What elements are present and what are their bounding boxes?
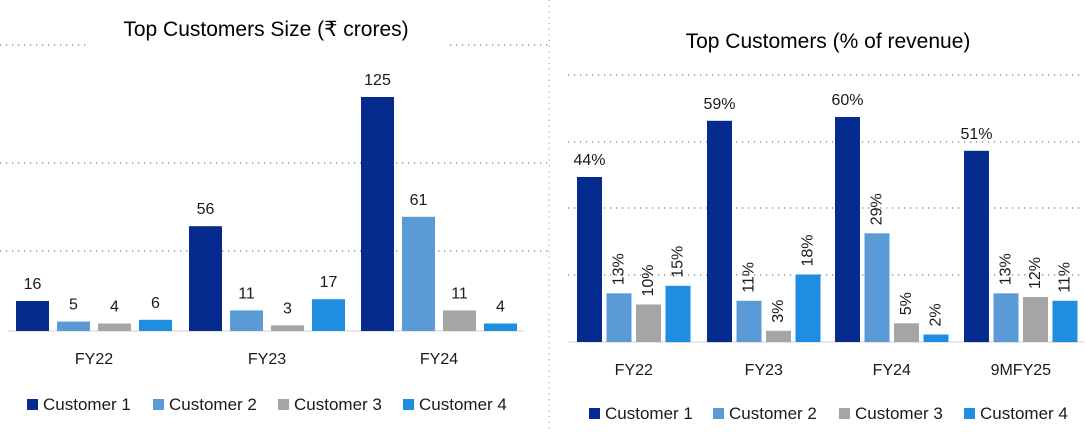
legend-swatch-customer-4: [403, 399, 414, 410]
bar-9mfy25-customer-4: [1052, 300, 1078, 343]
bar-fy23-customer-4: [795, 274, 821, 342]
data-label-9mfy25-customer-3: 12%: [1027, 257, 1044, 289]
category-label-9mfy25: 9MFY25: [991, 362, 1052, 379]
data-label-fy24-customer-3: 11: [451, 285, 468, 302]
left-legend: Customer 1 Customer 2 Customer 3 Customer 4: [27, 395, 507, 414]
legend-label-customer-1: Customer 1: [605, 404, 693, 423]
right-category-labels: FY22 FY23 FY24 9MFY25: [615, 362, 1051, 379]
legend-swatch-customer-4: [964, 408, 975, 419]
data-label-fy23-customer-1: 59%: [703, 96, 735, 113]
legend-swatch-customer-3: [839, 408, 850, 419]
data-label-fy22-customer-1: 44%: [573, 152, 605, 169]
category-label-fy22: FY22: [75, 351, 113, 368]
legend-swatch-customer-1: [589, 408, 600, 419]
category-label-fy24: FY24: [873, 362, 911, 379]
right-dotted-guides: [568, 74, 1084, 276]
data-label-fy24-customer-2: 61: [410, 192, 428, 209]
bar-fy24-customer-3: [894, 323, 919, 343]
legend-swatch-customer-2: [713, 408, 724, 419]
bar-fy24-customer-1: [361, 97, 394, 331]
legend-label-customer-2: Customer 2: [729, 404, 817, 423]
data-label-fy22-customer-2: 13%: [611, 253, 628, 285]
bar-fy24-customer-2: [864, 233, 890, 343]
left-category-labels: FY22 FY23 FY24: [75, 351, 458, 368]
data-label-fy24-customer-4: 2%: [928, 303, 945, 326]
bar-fy22-customer-3: [636, 304, 661, 342]
data-label-9mfy25-customer-2: 13%: [998, 253, 1015, 285]
category-label-fy23: FY23: [745, 362, 783, 379]
right-legend: Customer 1 Customer 2 Customer 3 Customer 4: [589, 404, 1068, 423]
left-chart-title: Top Customers Size (₹ crores): [123, 18, 408, 41]
data-label-fy23-customer-4: 18%: [800, 234, 817, 266]
data-label-fy24-customer-1: 125: [364, 72, 391, 89]
data-label-9mfy25-customer-1: 51%: [960, 126, 992, 143]
bar-fy22-customer-4: [665, 285, 691, 343]
category-label-fy23: FY23: [248, 351, 286, 368]
data-label-fy24-customer-3: 5%: [898, 292, 915, 315]
bar-fy23-customer-3: [766, 330, 791, 343]
legend-label-customer-4: Customer 4: [980, 404, 1068, 423]
legend-swatch-customer-1: [27, 399, 38, 410]
bar-fy23-customer-3: [271, 325, 304, 331]
right-bars: [577, 117, 1078, 343]
data-label-fy23-customer-4: 17: [320, 274, 338, 291]
legend-label-customer-3: Customer 3: [294, 395, 382, 414]
bar-fy23-customer-2: [736, 300, 762, 343]
bar-fy22-customer-1: [577, 177, 602, 342]
bar-fy22-customer-2: [606, 293, 632, 343]
bar-fy22-customer-1: [16, 301, 49, 331]
data-label-fy22-customer-4: 6: [151, 295, 160, 312]
data-label-fy24-customer-4: 4: [496, 299, 505, 316]
bar-9mfy25-customer-2: [993, 293, 1019, 343]
bar-9mfy25-customer-3: [1023, 297, 1048, 342]
bar-fy23-customer-1: [707, 120, 732, 343]
data-label-fy22-customer-4: 15%: [670, 246, 687, 278]
data-label-fy22-customer-2: 5: [69, 297, 78, 314]
data-label-fy23-customer-2: 11: [238, 285, 255, 302]
bar-fy24-customer-2: [402, 216, 435, 331]
data-label-fy22-customer-3: 10%: [640, 264, 657, 296]
bar-fy24-customer-3: [443, 310, 476, 331]
data-label-fy23-customer-1: 56: [197, 201, 215, 218]
bar-fy24-customer-4: [484, 323, 517, 331]
bar-9mfy25-customer-1: [964, 150, 989, 343]
bar-fy22-customer-4: [139, 319, 172, 331]
left-data-labels: 16 5 4 6 56 11 3 17 125 61 11 4: [24, 72, 505, 317]
legend-swatch-customer-3: [278, 399, 289, 410]
legend-label-customer-3: Customer 3: [855, 404, 943, 423]
bar-fy24-customer-1: [835, 117, 860, 342]
data-label-fy23-customer-3: 3%: [770, 300, 787, 323]
bar-fy22-customer-3: [98, 323, 131, 331]
right-data-labels: 44% 13% 10% 15% 59% 11% 3% 18% 60% 29% 5% 2% 51% 13% 1…: [573, 92, 1073, 327]
bar-fy23-customer-4: [312, 299, 345, 331]
bar-fy23-customer-1: [189, 226, 222, 331]
category-label-fy22: FY22: [615, 362, 653, 379]
legend-label-customer-4: Customer 4: [419, 395, 507, 414]
chart-top-customers-revenue-share: Top Customers (% of revenue) 44% 13% 10% 15…: [568, 30, 1084, 423]
legend-label-customer-2: Customer 2: [169, 395, 257, 414]
data-label-fy24-customer-2: 29%: [869, 193, 886, 225]
right-chart-title: Top Customers (% of revenue): [686, 30, 971, 53]
data-label-fy22-customer-3: 4: [110, 299, 119, 316]
left-bars: [16, 97, 517, 331]
bar-fy23-customer-2: [230, 310, 263, 331]
bar-fy24-customer-4: [923, 334, 949, 342]
data-label-fy24-customer-1: 60%: [831, 92, 863, 109]
legend-label-customer-1: Customer 1: [43, 395, 131, 414]
left-dotted-guides: [0, 44, 548, 252]
legend-swatch-customer-2: [153, 399, 164, 410]
data-label-fy22-customer-1: 16: [24, 276, 42, 293]
chart-top-customers-size: Top Customers Size (₹ crores) 16 5 4 6 56 11 3…: [0, 18, 548, 414]
data-label-fy23-customer-2: 11%: [741, 262, 758, 293]
bar-fy22-customer-2: [57, 321, 90, 331]
category-label-fy24: FY24: [420, 351, 458, 368]
data-label-fy23-customer-3: 3: [283, 300, 292, 317]
data-label-9mfy25-customer-4: 11%: [1057, 262, 1074, 293]
